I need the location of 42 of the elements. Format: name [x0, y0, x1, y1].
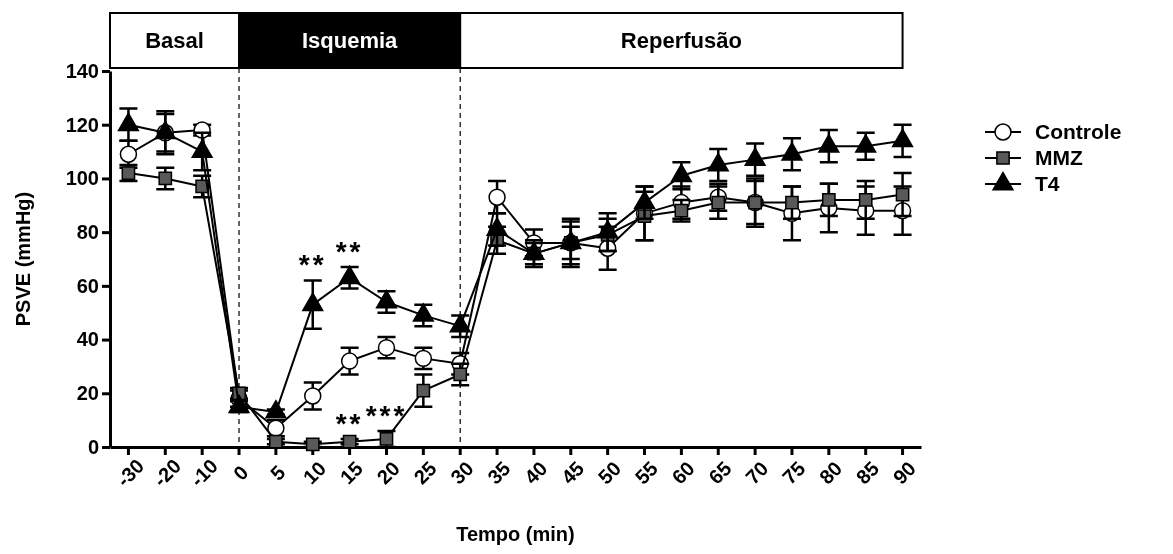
- x-tick-label: 70: [741, 457, 773, 489]
- x-tick-label: 50: [593, 457, 626, 489]
- x-tick-label: 85: [851, 457, 884, 489]
- x-tick-label: 15: [335, 457, 368, 489]
- legend-label: T4: [1035, 172, 1060, 195]
- y-tick-label: 20: [76, 382, 99, 405]
- legend-label: Controle: [1035, 120, 1122, 143]
- y-tick-label: 0: [87, 435, 99, 458]
- annotation: **: [335, 407, 364, 439]
- y-axis-title: PSVE (mmHg): [12, 191, 34, 327]
- y-tick-label: 100: [65, 167, 99, 190]
- x-tick-label: 80: [814, 457, 847, 489]
- x-tick-label: 25: [409, 457, 441, 489]
- y-tick-label: 120: [65, 113, 99, 136]
- annotation: ***: [365, 399, 408, 431]
- x-tick-label: 5: [265, 461, 290, 485]
- legend-label: MMZ: [1035, 146, 1083, 169]
- y-tick-label: 40: [76, 328, 99, 351]
- text: Reperfusão: [620, 28, 742, 53]
- y-tick-label: 60: [76, 274, 99, 297]
- x-tick-label: 40: [520, 457, 552, 489]
- x-tick-label: -20: [149, 454, 186, 491]
- x-tick-label: 75: [778, 457, 810, 489]
- x-tick-label: 20: [372, 457, 404, 489]
- annotation: **: [298, 249, 327, 281]
- x-tick-label: -10: [185, 454, 222, 491]
- x-tick-label: 90: [888, 457, 920, 489]
- x-axis-title: Tempo (min): [456, 523, 575, 545]
- text: Isquemia: [301, 28, 399, 53]
- x-tick-label: -30: [112, 454, 149, 491]
- x-tick-label: 35: [483, 457, 515, 489]
- x-tick-label: 55: [630, 457, 662, 489]
- x-tick-label: 45: [556, 457, 589, 489]
- x-tick-label: 60: [667, 457, 699, 489]
- x-tick-label: 10: [298, 457, 331, 489]
- y-tick-label: 80: [76, 221, 99, 244]
- x-tick-label: 30: [446, 457, 478, 489]
- annotation: **: [335, 236, 364, 268]
- text: Basal: [145, 28, 204, 53]
- x-tick-label: 65: [704, 457, 736, 489]
- x-tick-label: 0: [229, 461, 253, 485]
- y-tick-label: 140: [65, 59, 99, 82]
